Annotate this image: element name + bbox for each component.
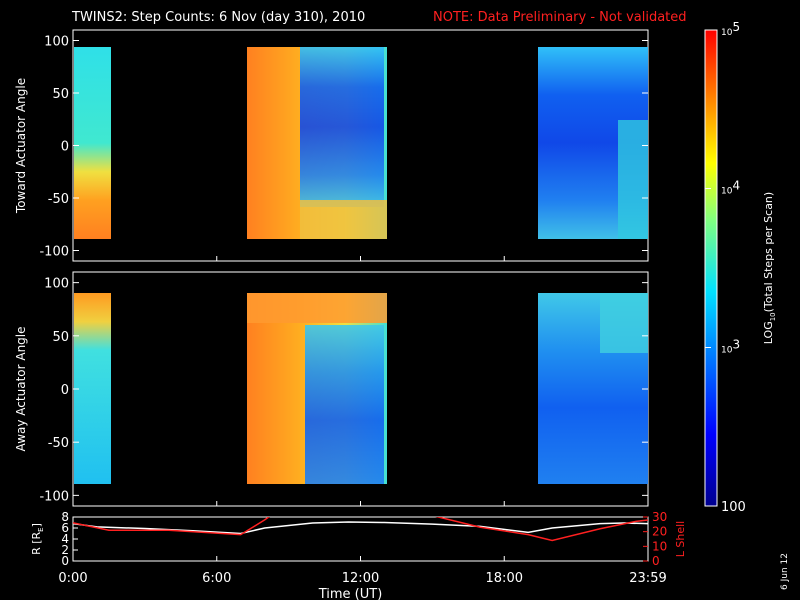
lshell-ytick-label: 0 [652,554,660,568]
orbit-line-panel [72,516,649,562]
away-ytick-label: 0 [61,383,69,398]
toward-ytick-label: 50 [52,87,69,102]
away-block-2-top [247,293,387,323]
away-heatmap-panel [72,271,649,507]
toward-block-2-base [300,200,387,239]
colorbar-tick-exp: 4 [732,179,740,193]
away-block-3-corner [600,293,648,353]
toward-ytick-label: 100 [44,35,69,50]
toward-block-2-blue [300,47,384,207]
toward-heatmap-panel [72,29,649,262]
xtick-label: 0:00 [58,571,87,586]
colorbar-tick-base: 10 [721,345,733,355]
xtick-label: 23:59 [629,571,666,586]
side-date: 6 Jun 12 [780,553,790,590]
colorbar-label-log: LOG [762,321,775,344]
toward-ytick-label: 0 [61,140,69,155]
lshell-ytick-label: 30 [652,510,667,524]
colorbar-tick-label: 105 [721,20,740,38]
xtick-label: 18:00 [486,571,523,586]
toward-block-3-edge [618,120,648,239]
away-block-2-blue [305,325,384,484]
r-axis-label-main: R [R [30,531,43,554]
colorbar-tick-base: 10 [721,28,733,38]
away-ytick-label: 50 [52,330,69,345]
lshell-axis-label: L Shell [674,521,687,557]
away-block-1 [74,293,111,484]
colorbar-tick-exp: 3 [732,337,740,351]
r-ytick-label: 8 [61,510,69,524]
away-ytick-label: -50 [48,436,69,451]
r-ytick-label: 6 [61,521,69,535]
colorbar-tick-exp: 5 [732,20,740,34]
colorbar-tick-label: 103 [721,337,740,355]
colorbar-label-rest: (Total Steps per Scan) [762,192,775,313]
toward-ytick-label: -100 [39,245,69,260]
toward-ylabel: Toward Actuator Angle [14,78,28,214]
line-series-group [73,517,648,542]
lshell-series-line [435,517,648,542]
toward-block-1 [74,47,111,239]
lshell-series-line [73,517,270,536]
lshell-ytick-label: 10 [652,539,667,553]
preliminary-note: NOTE: Data Preliminary - Not validated [433,10,687,25]
colorbar-tick-label: 100 [721,500,746,515]
colorbar-tick-label: 104 [721,179,740,197]
xtick-label: 12:00 [342,571,379,586]
lshell-ytick-label: 20 [652,525,667,539]
r-axis-label-end: ] [30,523,43,527]
xtick-label: 6:00 [202,571,231,586]
r-axis-label-sub: E [37,527,45,531]
colorbar-tick-base: 100 [721,500,746,515]
r-ytick-label: 4 [61,532,69,546]
toward-ytick-label: -50 [48,192,69,207]
colorbar-gradient [704,29,718,507]
r-ytick-label: 2 [61,543,69,557]
colorbar-label: LOG10(Total Steps per Scan) [762,192,777,344]
away-ylabel: Away Actuator Angle [14,326,28,451]
r-axis-label: R [RE] [30,523,45,555]
x-axis-label: Time (UT) [318,587,383,600]
away-ytick-label: 100 [44,277,69,292]
away-ytick-label: -100 [39,489,69,504]
r-ytick-label: 0 [61,554,69,568]
colorbar-label-sub: 10 [769,312,777,321]
colorbar-tick-base: 10 [721,187,733,197]
chart-title: TWINS2: Step Counts: 6 Nov (day 310), 20… [71,10,365,25]
